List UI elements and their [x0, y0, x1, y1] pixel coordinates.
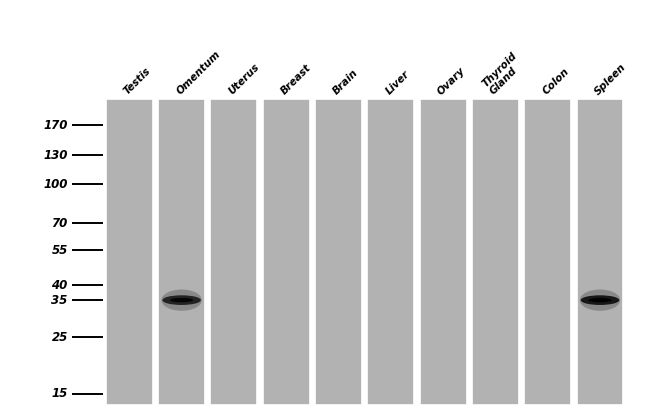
Text: 170: 170 — [44, 119, 68, 132]
Bar — [158, 99, 205, 405]
Ellipse shape — [170, 298, 193, 302]
Text: Omentum: Omentum — [175, 49, 222, 97]
Bar — [367, 99, 414, 405]
Bar — [315, 99, 362, 405]
Text: Colon: Colon — [541, 66, 571, 97]
Text: 130: 130 — [44, 148, 68, 161]
Text: Ovary: Ovary — [436, 65, 467, 97]
Text: 70: 70 — [51, 217, 68, 230]
Text: Liver: Liver — [384, 69, 411, 97]
Text: Uterus: Uterus — [227, 62, 261, 97]
Ellipse shape — [588, 298, 612, 302]
Text: Brain: Brain — [332, 68, 360, 97]
Text: 25: 25 — [51, 331, 68, 344]
Text: Thyroid
Gland: Thyroid Gland — [480, 50, 526, 97]
Bar — [211, 99, 257, 405]
Text: 100: 100 — [44, 178, 68, 191]
Bar — [525, 99, 571, 405]
Text: 15: 15 — [51, 387, 68, 400]
Ellipse shape — [580, 290, 620, 311]
Text: 55: 55 — [51, 244, 68, 257]
Text: Breast: Breast — [279, 63, 313, 97]
Text: 40: 40 — [51, 279, 68, 292]
Bar — [263, 99, 309, 405]
Bar — [577, 99, 623, 405]
Bar — [420, 99, 467, 405]
Ellipse shape — [580, 295, 619, 305]
Ellipse shape — [161, 290, 202, 311]
Text: 35: 35 — [51, 293, 68, 307]
Bar — [106, 99, 153, 405]
Bar — [472, 99, 519, 405]
Text: Spleen: Spleen — [593, 62, 628, 97]
Text: Testis: Testis — [122, 66, 153, 97]
Ellipse shape — [162, 295, 201, 305]
